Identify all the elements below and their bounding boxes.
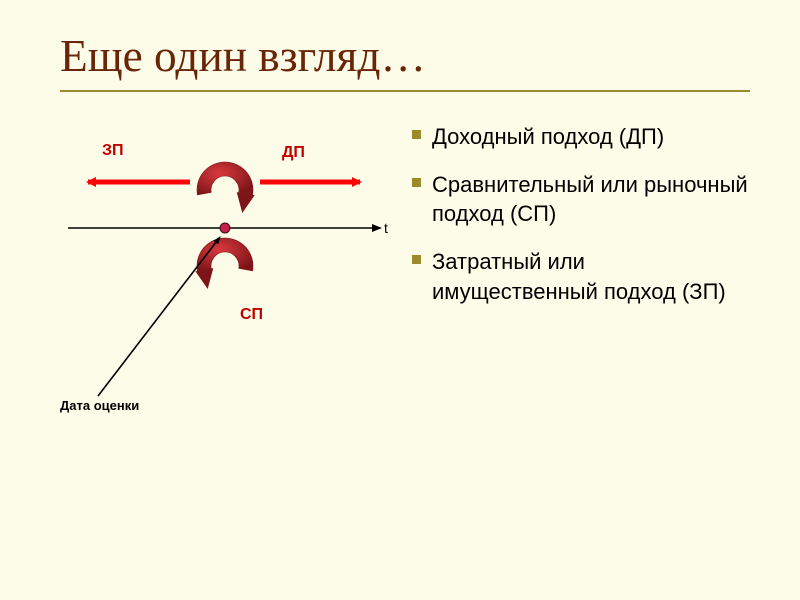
label-date: Дата оценки xyxy=(60,398,139,413)
content-row: ЗП ДП СП t Дата оценки Доходный подход (… xyxy=(60,112,750,472)
title-separator xyxy=(60,90,750,92)
list-item: Затратный или имущественный подход (ЗП) xyxy=(410,247,750,306)
date-pointer xyxy=(98,237,220,396)
label-sp: СП xyxy=(240,306,263,324)
bullet-list: Доходный подход (ДП) Сравнительный или р… xyxy=(410,112,750,472)
bullet-text: Доходный подход (ДП) xyxy=(432,124,664,149)
list-item: Сравнительный или рыночный подход (СП) xyxy=(410,170,750,229)
bullet-text: Затратный или имущественный подход (ЗП) xyxy=(432,249,726,304)
list-item: Доходный подход (ДП) xyxy=(410,122,750,152)
label-dp: ДП xyxy=(282,144,305,162)
curved-arrow-bottom xyxy=(195,238,253,289)
page-title: Еще один взгляд… xyxy=(60,30,750,82)
diagram-container: ЗП ДП СП t Дата оценки xyxy=(60,112,400,472)
curved-arrow-top xyxy=(197,162,255,213)
label-zp: ЗП xyxy=(102,142,124,160)
center-dot xyxy=(220,223,230,233)
slide: Еще один взгляд… xyxy=(0,0,800,600)
bullet-text: Сравнительный или рыночный подход (СП) xyxy=(432,172,748,227)
label-t: t xyxy=(384,220,388,236)
